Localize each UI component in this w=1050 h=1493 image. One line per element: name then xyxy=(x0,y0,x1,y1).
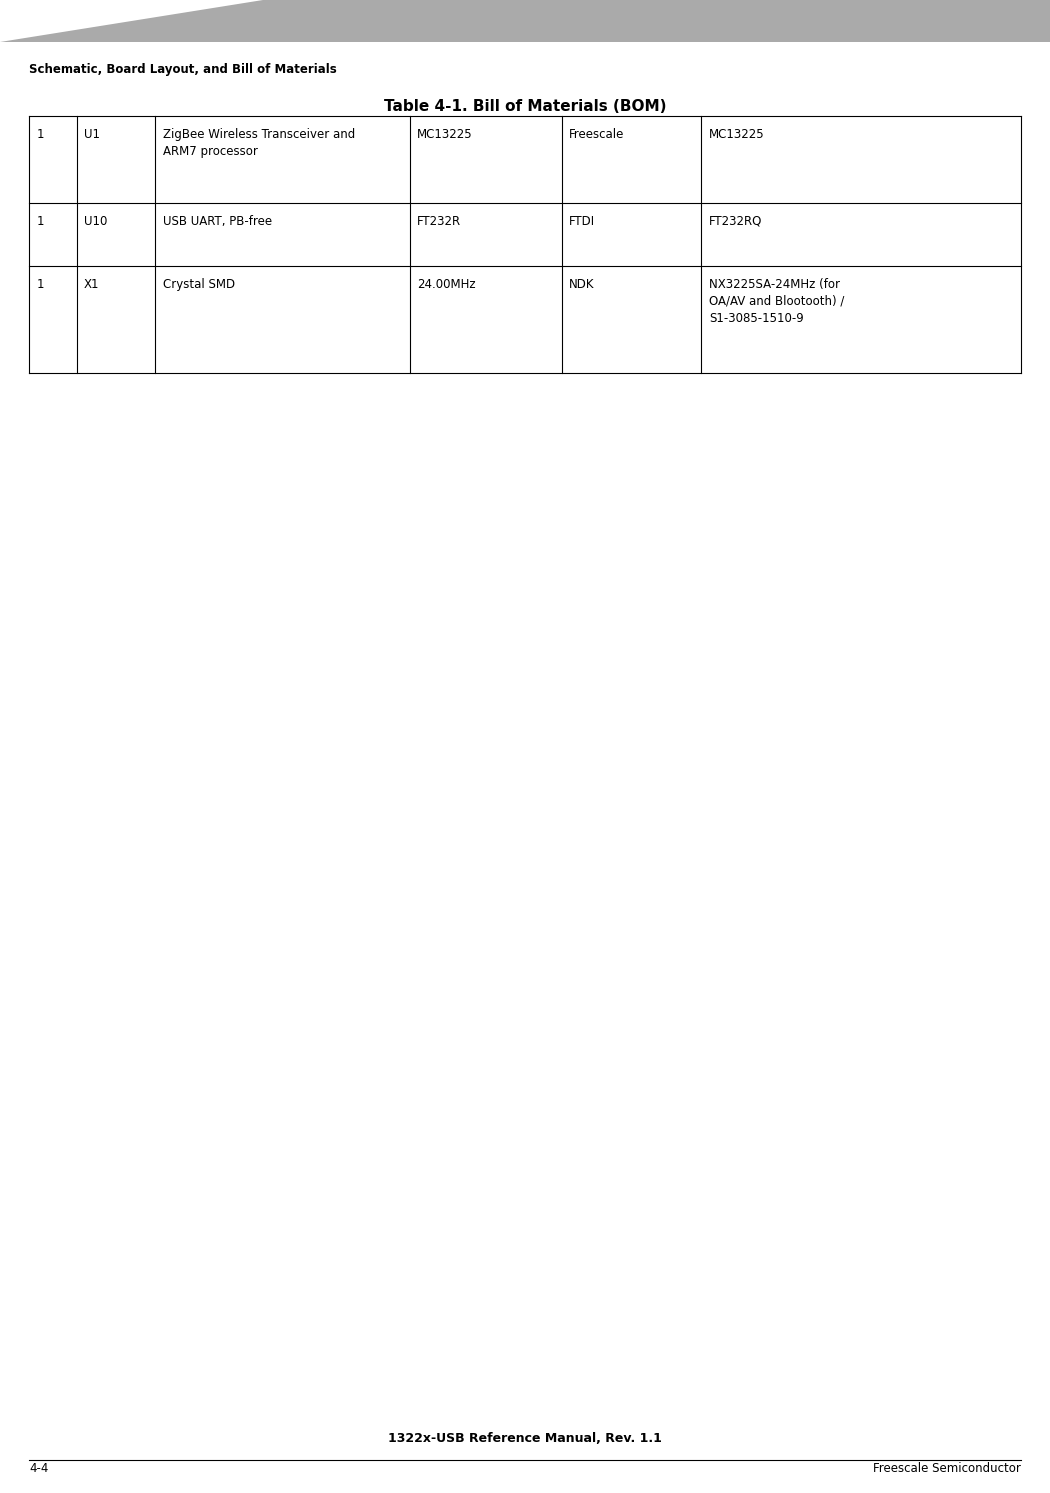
Text: 24.00MHz: 24.00MHz xyxy=(417,278,476,291)
Text: FT232RQ: FT232RQ xyxy=(709,215,762,228)
Text: Crystal SMD: Crystal SMD xyxy=(163,278,235,291)
Text: MC13225: MC13225 xyxy=(417,128,472,142)
Text: ZigBee Wireless Transceiver and
ARM7 processor: ZigBee Wireless Transceiver and ARM7 pro… xyxy=(163,128,355,158)
Polygon shape xyxy=(0,0,1050,42)
Text: 1322x-USB Reference Manual, Rev. 1.1: 1322x-USB Reference Manual, Rev. 1.1 xyxy=(388,1432,662,1445)
Text: MC13225: MC13225 xyxy=(709,128,764,142)
Text: FTDI: FTDI xyxy=(569,215,595,228)
Text: Schematic, Board Layout, and Bill of Materials: Schematic, Board Layout, and Bill of Mat… xyxy=(29,63,337,76)
Text: Table 4-1. Bill of Materials (BOM): Table 4-1. Bill of Materials (BOM) xyxy=(383,99,667,113)
Text: 4-4: 4-4 xyxy=(29,1462,48,1475)
Text: Freescale: Freescale xyxy=(569,128,625,142)
Text: X1: X1 xyxy=(84,278,100,291)
Text: 1: 1 xyxy=(37,128,44,142)
Text: FT232R: FT232R xyxy=(417,215,461,228)
Text: NDK: NDK xyxy=(569,278,594,291)
Text: Freescale Semiconductor: Freescale Semiconductor xyxy=(873,1462,1021,1475)
Text: USB UART, PB-free: USB UART, PB-free xyxy=(163,215,272,228)
Text: 1: 1 xyxy=(37,215,44,228)
Text: 1: 1 xyxy=(37,278,44,291)
Text: NX3225SA-24MHz (for
OA/AV and Blootooth) /
S1-3085-1510-9: NX3225SA-24MHz (for OA/AV and Blootooth)… xyxy=(709,278,844,324)
Text: U10: U10 xyxy=(84,215,107,228)
Text: U1: U1 xyxy=(84,128,100,142)
